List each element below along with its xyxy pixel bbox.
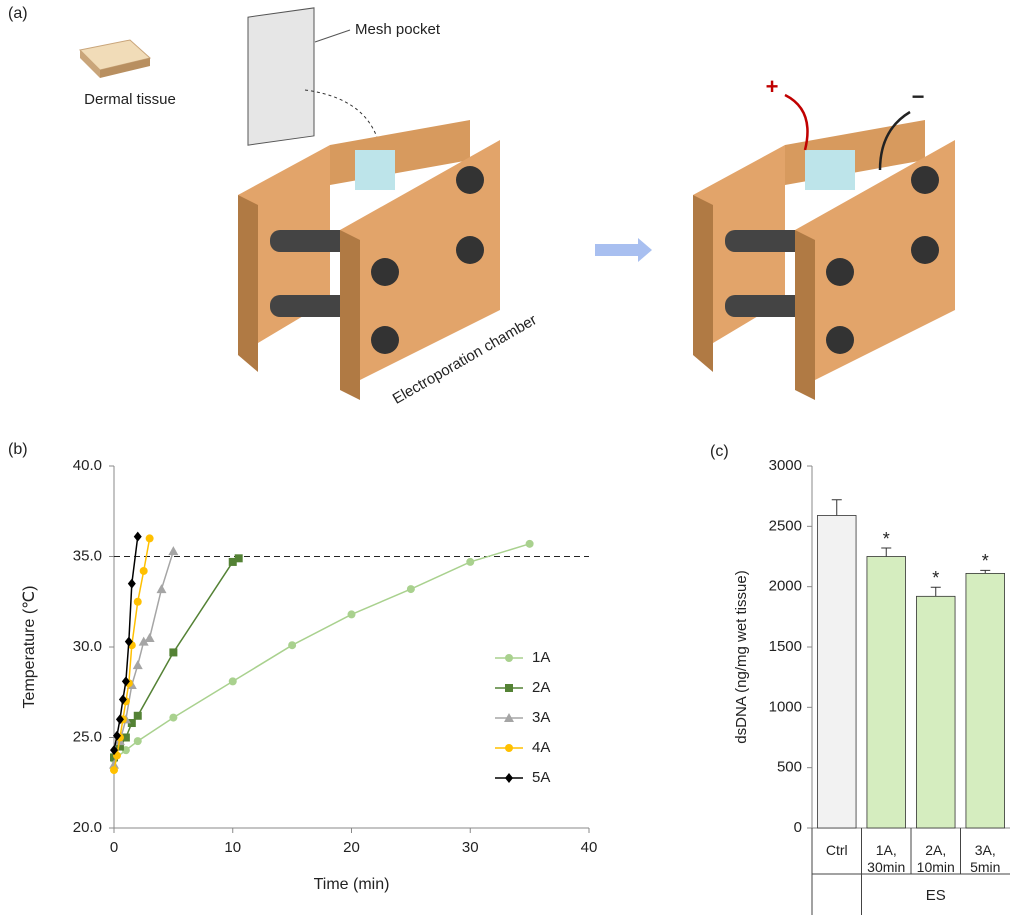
x-tick-label: 0 <box>110 839 118 856</box>
x-tick-label: 30 <box>462 839 479 856</box>
point <box>110 766 118 774</box>
point <box>128 579 136 589</box>
x-tick-label: 2A, 10min <box>913 842 959 876</box>
panel-label: (b) <box>8 441 28 458</box>
minus-label: − <box>912 84 925 109</box>
bar <box>867 557 906 829</box>
y-tick-label: 20.0 <box>73 819 102 836</box>
x-tick-label: 10 <box>224 839 241 856</box>
y-tick-label: 40.0 <box>73 457 102 474</box>
bar <box>966 573 1005 828</box>
y-tick-label: 3000 <box>769 457 802 474</box>
y-tick-label: 0 <box>794 819 802 836</box>
legend-label: 1A <box>532 649 550 666</box>
point <box>168 546 178 555</box>
point <box>145 633 155 642</box>
group-label: ES <box>926 887 946 904</box>
panel-label: (a) <box>8 5 28 22</box>
point <box>505 773 513 783</box>
y-tick-label: 500 <box>777 759 802 776</box>
point <box>133 660 143 669</box>
error-bar <box>832 500 842 516</box>
chamber <box>693 95 955 400</box>
legend-label: 5A <box>532 769 550 786</box>
mesh-label: Mesh pocket <box>355 21 441 38</box>
x-tick-label: 3A, 5min <box>962 842 1008 876</box>
legend-label: 3A <box>532 709 550 726</box>
y-tick-label: 2000 <box>769 578 802 595</box>
point <box>140 567 148 575</box>
y-tick-label: 1000 <box>769 698 802 715</box>
point <box>169 714 177 722</box>
chart: (a) Dermal tissue Mesh pocket Electropor… <box>0 0 1019 915</box>
x-tick-label: 20 <box>343 839 360 856</box>
y-tick-label: 25.0 <box>73 728 102 745</box>
point <box>146 534 154 542</box>
figure: (a) Dermal tissue Mesh pocket Electropor… <box>0 0 1019 915</box>
point <box>134 712 142 720</box>
point <box>288 641 296 649</box>
bar <box>916 596 955 828</box>
y-tick-label: 35.0 <box>73 547 102 564</box>
x-tick-label: 40 <box>581 839 598 856</box>
series-line <box>114 558 239 757</box>
panel-label: (c) <box>710 443 729 460</box>
x-tick-label: 1A, 30min <box>863 842 909 876</box>
y-tick-label: 1500 <box>769 638 802 655</box>
significance: * <box>883 529 890 549</box>
y-tick-label: 2500 <box>769 517 802 534</box>
point <box>157 584 167 593</box>
bar <box>817 515 856 828</box>
y-tick-label: 30.0 <box>73 638 102 655</box>
y-axis-label: dsDNA (ng/mg wet tissue) <box>733 570 750 743</box>
point <box>407 585 415 593</box>
error-bar <box>881 548 891 556</box>
plus-label: + <box>766 74 779 99</box>
point <box>235 554 243 562</box>
point <box>505 654 513 662</box>
point <box>134 598 142 606</box>
x-axis-label: Time (min) <box>314 876 390 893</box>
series-line <box>114 551 173 765</box>
significance: * <box>932 568 939 588</box>
point <box>466 558 474 566</box>
y-axis-label: Temperature (℃) <box>21 586 38 709</box>
point <box>526 540 534 548</box>
point <box>505 684 513 692</box>
significance: * <box>982 551 989 571</box>
legend-label: 4A <box>532 739 550 756</box>
point <box>505 744 513 752</box>
point <box>348 610 356 618</box>
x-tick-label: Ctrl <box>814 842 860 859</box>
point <box>134 532 142 542</box>
legend-label: 2A <box>532 679 550 696</box>
point <box>229 677 237 685</box>
point <box>169 648 177 656</box>
error-bar <box>931 587 941 596</box>
tissue-label: Dermal tissue <box>84 91 176 108</box>
point <box>134 737 142 745</box>
